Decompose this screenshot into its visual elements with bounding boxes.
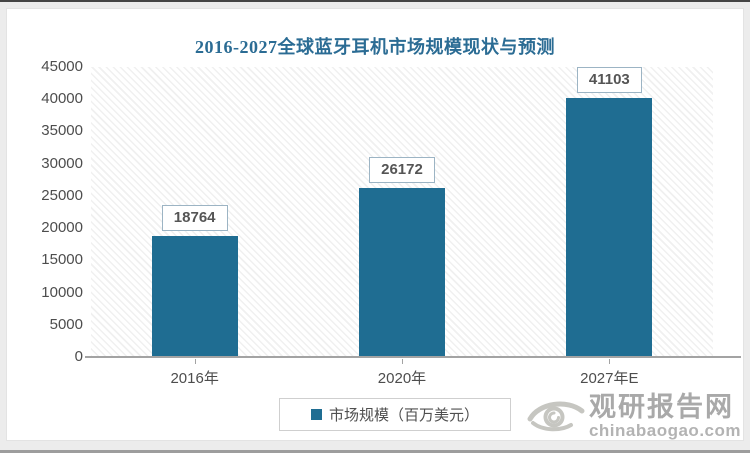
x-axis-labels: 2016年 2020年 2027年E	[91, 367, 713, 388]
watermark-logo: 观研报告网 chinabaogao.com	[527, 393, 741, 440]
bar-2020年	[358, 188, 445, 357]
legend: 市场规模（百万美元）	[279, 398, 511, 431]
chart-title: 2016-2027全球蓝牙耳机市场规模现状与预测	[195, 37, 555, 57]
category-column: 26172	[298, 67, 505, 364]
screen-edge-bottom	[0, 450, 750, 453]
x-axis-tick	[401, 359, 403, 364]
y-axis: 45000 40000 35000 30000 25000 20000 15000 10000…	[7, 58, 83, 365]
eye-icon	[527, 401, 585, 431]
y-axis-label: 40000	[41, 90, 83, 108]
x-axis-label: 2016年	[170, 370, 219, 387]
value-label: 26172	[369, 157, 435, 184]
bar-2016年	[151, 236, 238, 357]
watermark-texts: 观研报告网 chinabaogao.com	[589, 393, 741, 440]
screen-edge-top	[0, 0, 750, 2]
y-axis-label: 10000	[41, 283, 83, 301]
chart-card: 2016-2027全球蓝牙耳机市场规模现状与预测 45000 40000 35000…	[6, 8, 744, 441]
x-axis-label: 2027年E	[580, 370, 639, 387]
legend-label: 市场规模（百万美元）	[328, 408, 479, 424]
y-axis-label: 25000	[41, 186, 83, 204]
value-label: 18764	[161, 205, 228, 232]
y-axis-label: 20000	[41, 219, 83, 237]
category-column: 18764	[91, 67, 298, 364]
y-axis-label: 15000	[41, 251, 83, 269]
x-axis-line	[85, 356, 741, 358]
y-axis-label: 5000	[49, 315, 83, 333]
y-axis-label: 30000	[41, 154, 83, 172]
category-column: 41103	[506, 67, 713, 364]
y-axis-label: 45000	[41, 58, 83, 75]
bar-2027年E	[566, 98, 653, 357]
legend-swatch	[310, 409, 322, 420]
x-axis-label: 2020年	[377, 370, 427, 387]
y-axis-label: 35000	[41, 122, 83, 140]
value-label: 41103	[576, 67, 642, 93]
y-axis-label: 0	[74, 348, 83, 365]
plot-area: 18764 26172 41103	[91, 67, 713, 364]
watermark-domain: chinabaogao.com	[588, 421, 741, 440]
watermark-name: 观研报告网	[588, 392, 734, 422]
x-axis-tick	[609, 359, 611, 364]
x-axis-tick	[194, 359, 196, 364]
